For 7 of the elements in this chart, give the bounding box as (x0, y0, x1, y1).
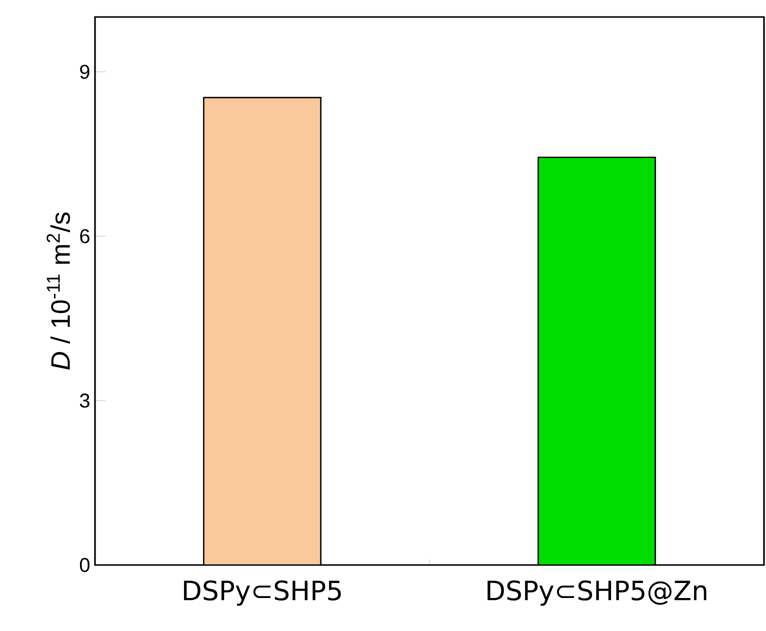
y-tick-label: 9 (80, 64, 90, 79)
x-tick-label: DSPy⊂SHP5 (184, 580, 341, 606)
x-tick-label: DSPy⊂SHP5@Zn (488, 580, 706, 606)
y-tick-label: 6 (80, 229, 90, 244)
y-tick-label: 0 (80, 558, 90, 572)
y-axis-title: D / 10$^{-11}$ m$^{2}$/s (46, 212, 70, 370)
y-tick-label: 3 (80, 394, 90, 408)
